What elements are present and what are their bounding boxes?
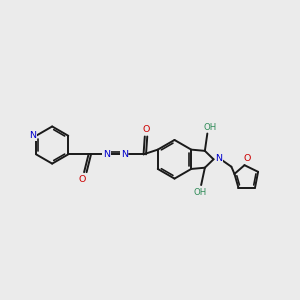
Text: N: N — [121, 150, 128, 159]
Text: N: N — [30, 131, 37, 140]
Text: O: O — [142, 125, 150, 134]
Text: OH: OH — [193, 188, 206, 197]
Text: N: N — [215, 154, 223, 163]
Text: O: O — [243, 154, 250, 163]
Text: O: O — [78, 175, 86, 184]
Text: OH: OH — [204, 123, 217, 132]
Text: N: N — [103, 150, 110, 159]
